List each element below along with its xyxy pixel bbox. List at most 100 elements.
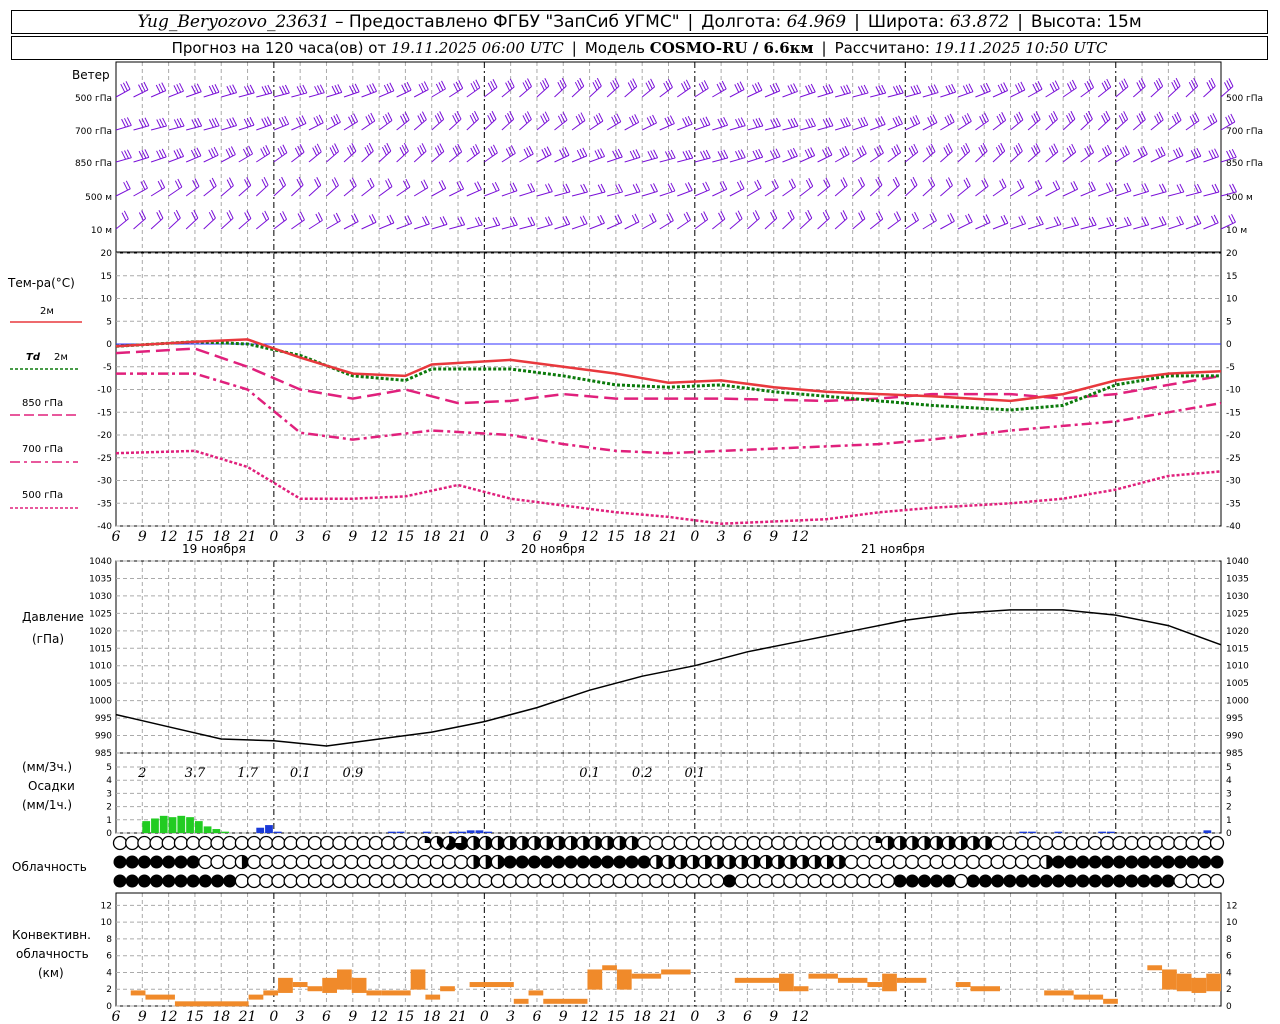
cloud-clear-icon bbox=[295, 854, 310, 870]
cloud-clear-icon bbox=[1136, 835, 1152, 851]
wind-barb bbox=[624, 156, 641, 163]
wind-barb-flag bbox=[985, 214, 991, 223]
wind-barb-flag bbox=[263, 176, 269, 186]
wind-barb-flag bbox=[370, 112, 376, 122]
wind-barb-flag bbox=[912, 116, 918, 125]
legend-td: 2м bbox=[54, 352, 68, 363]
wind-barb-flag bbox=[368, 215, 374, 224]
snow-bar bbox=[1019, 831, 1028, 833]
cloud-clear-icon bbox=[990, 854, 1005, 870]
wind-barb-flag bbox=[507, 80, 513, 89]
snow-bar bbox=[273, 831, 282, 833]
wind-barb-flag bbox=[627, 82, 633, 91]
wind-barb-flag bbox=[615, 149, 620, 159]
wind-barb-flag bbox=[156, 212, 162, 221]
wind-barb-flag bbox=[1136, 115, 1142, 124]
cloud-clear-icon bbox=[795, 835, 810, 851]
wind-barb-flag bbox=[670, 149, 676, 159]
cloud-clear-icon bbox=[417, 854, 432, 870]
wind-barb-flag bbox=[279, 212, 285, 222]
cloud-clear-icon bbox=[819, 835, 835, 851]
cloud-clear-icon bbox=[868, 854, 883, 870]
wind-barb bbox=[887, 184, 900, 197]
wind-barb-flag bbox=[822, 149, 827, 158]
conv-cloud-bar bbox=[366, 990, 382, 996]
cloud-clear-icon bbox=[734, 835, 749, 851]
cloud-clear-icon bbox=[1051, 835, 1066, 851]
wind-barb-flag bbox=[805, 211, 811, 221]
wind-barb bbox=[676, 219, 691, 230]
wind-barb-flag bbox=[667, 116, 673, 125]
cloud-clear-icon bbox=[173, 835, 189, 851]
wind-barb-flag bbox=[1083, 114, 1089, 124]
cloud-clear-icon bbox=[576, 873, 591, 889]
wind-barb-flag bbox=[1190, 150, 1196, 159]
cloud-overcast-icon bbox=[150, 855, 164, 869]
cloud-overcast-icon bbox=[637, 855, 651, 869]
wind-barb bbox=[150, 187, 165, 197]
wind-barb-flag bbox=[1066, 147, 1072, 157]
precip-title: Осадки bbox=[28, 779, 75, 793]
wind-barb-flag bbox=[843, 85, 849, 94]
conv-cloud-bar bbox=[602, 965, 617, 971]
wind-barb-flag bbox=[703, 211, 709, 220]
conv-cloud-bar bbox=[616, 969, 632, 990]
wind-barb-flag bbox=[790, 84, 796, 93]
wind-barb bbox=[185, 217, 199, 230]
wind-barb-flag bbox=[487, 114, 493, 124]
pres-tick-left: 1010 bbox=[89, 662, 112, 672]
cloud-clear-icon bbox=[307, 854, 323, 870]
cloud-partial-fill bbox=[607, 836, 615, 850]
wind-barb bbox=[817, 154, 833, 163]
wind-barb-flag bbox=[1015, 145, 1021, 154]
cloud-clear-icon bbox=[1063, 835, 1078, 851]
conv-cloud-bar bbox=[381, 990, 411, 996]
model-label: Модель bbox=[584, 39, 645, 57]
cloud-clear-icon bbox=[283, 835, 298, 851]
hour-tick-mid: 0 bbox=[480, 529, 489, 545]
wind-barb-flag bbox=[510, 217, 515, 226]
wind-barb-flag bbox=[1226, 150, 1231, 160]
hour-tick-bottom: 12 bbox=[370, 1009, 388, 1024]
wind-barb-flag bbox=[1231, 214, 1236, 223]
hour-tick-mid: 3 bbox=[506, 529, 515, 545]
wind-barb bbox=[168, 186, 183, 197]
wind-barb-flag bbox=[243, 118, 249, 128]
forecast-from: 19.11.2025 06:00 UTC bbox=[391, 39, 564, 57]
wind-barb-flag bbox=[1091, 216, 1097, 226]
wind-barb bbox=[326, 121, 341, 131]
wind-barb-flag bbox=[664, 151, 670, 160]
cloud-partial-fill bbox=[790, 855, 797, 869]
wind-barb-flag bbox=[1086, 81, 1092, 90]
wind-barb bbox=[308, 92, 325, 98]
cloud-clear-icon bbox=[344, 854, 359, 870]
wind-barb-flag bbox=[365, 116, 371, 125]
wind-barb-flag bbox=[387, 112, 393, 121]
cloud-partial-fill bbox=[454, 836, 468, 850]
wind-barb bbox=[834, 153, 850, 163]
wind-barb bbox=[1203, 222, 1219, 230]
wind-barb-flag bbox=[319, 84, 325, 93]
wind-barb bbox=[747, 156, 763, 163]
conv-cloud-bar bbox=[528, 990, 544, 996]
wind-barb-flag bbox=[1231, 148, 1237, 158]
wind-barb-flag bbox=[173, 211, 179, 221]
wind-barb bbox=[852, 92, 869, 98]
wind-barb-flag bbox=[337, 84, 343, 93]
wind-barb bbox=[852, 184, 865, 197]
lon-value: 64.969 bbox=[786, 12, 847, 32]
conv-cloud-bar bbox=[1147, 965, 1163, 971]
wind-barb-flag bbox=[369, 84, 375, 93]
wind-barb-flag bbox=[140, 181, 146, 190]
wind-barb-flag bbox=[1066, 83, 1072, 92]
wind-level-label-left: 500 гПа bbox=[75, 94, 112, 104]
wind-barb-flag bbox=[161, 82, 167, 91]
wind-barb-flag bbox=[1033, 145, 1039, 154]
wind-barb-flag bbox=[507, 113, 512, 122]
wind-barb-flag bbox=[453, 83, 459, 92]
wind-barb-flag bbox=[282, 85, 287, 95]
wind-barb-flag bbox=[863, 84, 869, 94]
cloud-clear-icon bbox=[636, 835, 652, 851]
wind-barb-flag bbox=[686, 211, 691, 221]
wind-barb-flag bbox=[386, 142, 392, 152]
